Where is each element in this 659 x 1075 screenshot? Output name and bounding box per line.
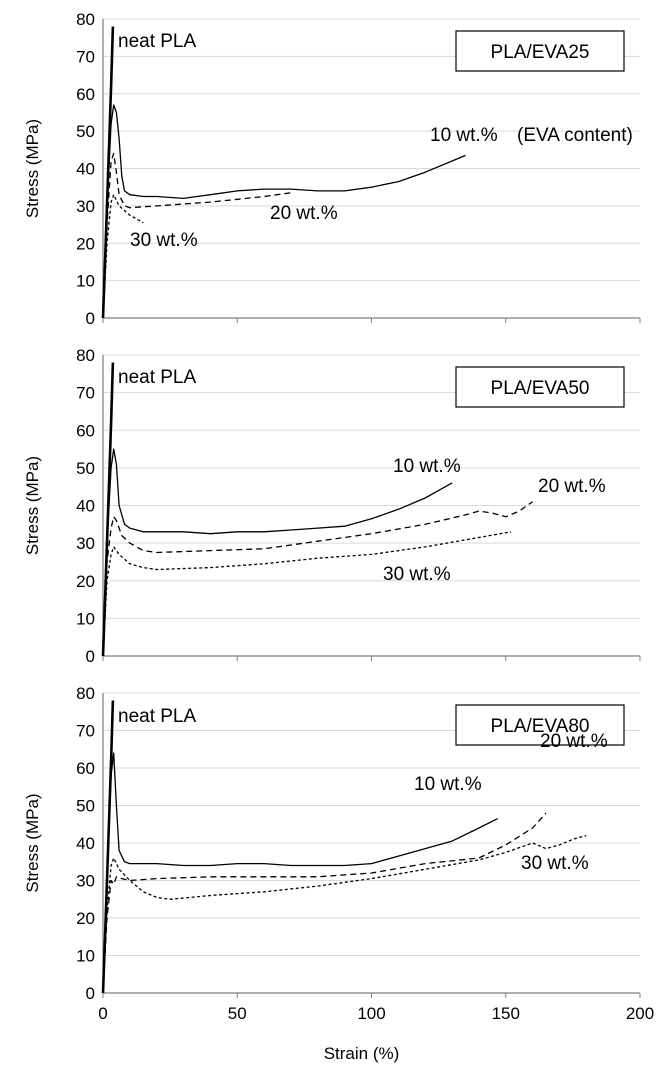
series-line-20-wt <box>102 501 533 657</box>
y-tick-label: 10 <box>76 947 95 966</box>
y-tick-label: 20 <box>76 234 95 253</box>
y-tick-label: 70 <box>76 47 95 66</box>
x-tick-label: 0 <box>98 1004 107 1023</box>
annotation-label: 20 wt.% <box>538 476 606 497</box>
y-tick-label: 70 <box>76 722 95 741</box>
y-tick-label: 60 <box>76 421 95 440</box>
y-tick-label: 40 <box>76 497 95 516</box>
chart-title-box <box>455 30 625 72</box>
chart-title: PLA/EVA80 <box>491 716 590 737</box>
chart-title: PLA/EVA25 <box>491 42 590 63</box>
series-line-10-wt <box>102 104 466 319</box>
annotation-label: 10 wt.% <box>430 125 498 146</box>
x-tick-label: 100 <box>357 1004 385 1023</box>
chart-panel-3: 0 10 20 30 40 50 60 70 80 0 50 100 150 200 Stress (MPa… <box>23 684 654 1063</box>
y-tick-label: 20 <box>76 572 95 591</box>
y-axis-label: Stress (MPa) <box>23 456 42 555</box>
y-tick-label: 60 <box>76 85 95 104</box>
x-tick-label: 200 <box>626 1004 654 1023</box>
x-axis-label: Strain (%) <box>324 1044 400 1063</box>
chart-title: PLA/EVA50 <box>491 378 590 399</box>
x-tick-label: 150 <box>492 1004 520 1023</box>
chart-title-box <box>455 704 625 746</box>
y-tick-label: 10 <box>76 609 95 628</box>
chart-title-box <box>455 366 625 408</box>
chart-panel-1: 0 10 20 30 40 50 60 70 80 Stress (MPa) PLA/EVA25 ne… <box>23 10 641 328</box>
y-tick-label: 30 <box>76 197 95 216</box>
annotation-label: 10 wt.% <box>414 774 482 795</box>
y-tick-label: 50 <box>76 459 95 478</box>
y-tick-label: 50 <box>76 797 95 816</box>
annotation-label: 30 wt.% <box>130 230 198 251</box>
series-line-30-wt <box>102 194 144 319</box>
y-tick-label: 20 <box>76 909 95 928</box>
y-tick-label: 40 <box>76 834 95 853</box>
annotation-label: 10 wt.% <box>393 456 461 477</box>
y-tick-label: 70 <box>76 384 95 403</box>
series-line-10-wt <box>102 752 498 994</box>
y-tick-label: 0 <box>86 984 95 1003</box>
annotation-label: (EVA content) <box>517 125 633 146</box>
annotation-label: neat PLA <box>118 706 196 727</box>
y-tick-label: 80 <box>76 10 95 29</box>
y-tick-label: 50 <box>76 122 95 141</box>
annotation-label: neat PLA <box>118 367 196 388</box>
x-tick-label: 50 <box>228 1004 247 1023</box>
y-tick-label: 40 <box>76 160 95 179</box>
annotation-label: neat PLA <box>118 31 196 52</box>
y-tick-label: 0 <box>86 647 95 666</box>
annotation-label: 30 wt.% <box>521 853 589 874</box>
series-line-30-wt <box>102 531 512 657</box>
annotation-label: 20 wt.% <box>540 731 608 752</box>
annotation-label: 20 wt.% <box>270 203 338 224</box>
series-line-30-wt <box>102 834 587 994</box>
y-tick-label: 80 <box>76 684 95 703</box>
y-axis-label: Stress (MPa) <box>23 793 42 892</box>
chart-panel-2: 0 10 20 30 40 50 60 70 80 Stress (MPa) PLA/EVA50 ne… <box>23 346 641 666</box>
series-line-20-wt <box>102 812 547 994</box>
y-tick-label: 60 <box>76 759 95 778</box>
series-line-10-wt <box>102 448 453 657</box>
y-axis-label: Stress (MPa) <box>23 119 42 218</box>
y-tick-label: 10 <box>76 272 95 291</box>
y-tick-label: 0 <box>86 309 95 328</box>
y-tick-label: 80 <box>76 346 95 365</box>
annotation-label: 30 wt.% <box>383 564 451 585</box>
series-line-20-wt <box>102 152 291 319</box>
y-tick-label: 30 <box>76 872 95 891</box>
y-tick-label: 30 <box>76 534 95 553</box>
